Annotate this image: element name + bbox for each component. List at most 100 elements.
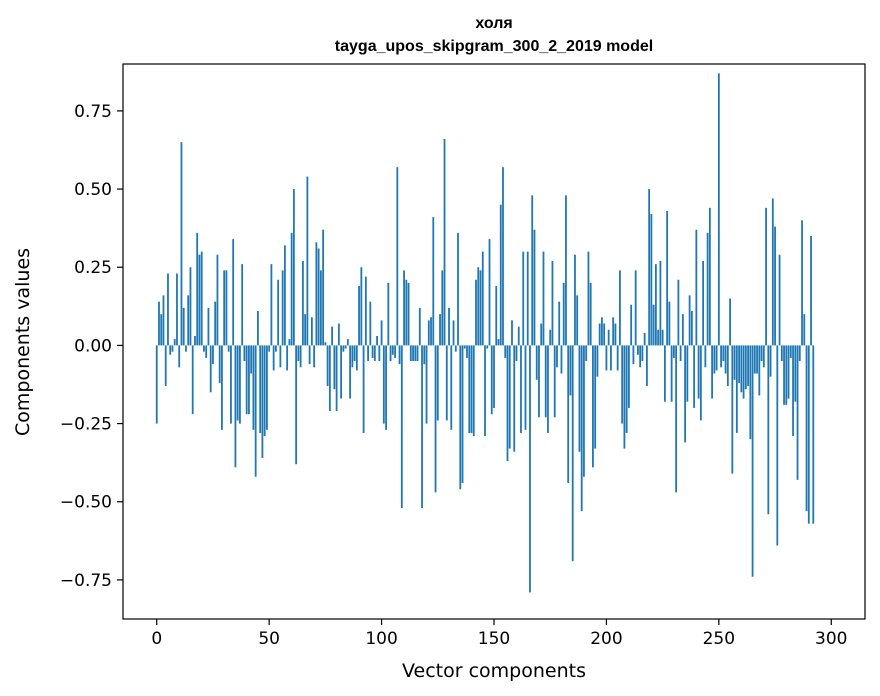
bar: [335, 345, 338, 412]
bar: [362, 345, 365, 433]
bar: [169, 345, 172, 355]
bar: [517, 326, 520, 346]
bar: [187, 295, 190, 346]
bar: [457, 232, 459, 346]
bar: [405, 279, 408, 346]
bar: [407, 282, 410, 346]
bar: [313, 345, 316, 368]
bar: [652, 304, 655, 346]
bar: [310, 317, 313, 346]
bar: [706, 232, 709, 346]
bar: [304, 314, 307, 346]
bar: [547, 345, 549, 433]
bar: [387, 282, 390, 346]
bar: [589, 282, 592, 346]
bar: [308, 345, 311, 365]
bar: [605, 345, 608, 371]
bar: [565, 195, 567, 346]
bar: [360, 267, 363, 346]
x-tick-label: 100: [365, 629, 397, 649]
bar: [628, 345, 630, 408]
bar: [319, 270, 322, 346]
bar: [601, 317, 603, 346]
bar: [346, 339, 349, 346]
y-tick-label: 0.75: [74, 102, 112, 122]
bar: [556, 345, 558, 368]
bar: [560, 345, 563, 374]
bar: [758, 345, 761, 396]
bar: [328, 345, 331, 412]
bar: [317, 248, 320, 346]
bar: [344, 345, 347, 349]
bar: [290, 232, 293, 346]
bar: [632, 345, 635, 365]
bar: [621, 345, 624, 424]
bar: [200, 251, 203, 346]
bar: [173, 339, 176, 346]
bar: [263, 345, 266, 437]
bar: [603, 323, 606, 346]
bar: [587, 251, 590, 346]
bar: [430, 317, 432, 346]
x-tick-label: 0: [151, 629, 162, 649]
bar: [686, 345, 689, 402]
bar: [551, 260, 554, 346]
bar: [389, 345, 392, 362]
bar: [520, 345, 522, 433]
bar: [315, 242, 318, 346]
bar: [625, 345, 628, 433]
bar: [776, 345, 779, 546]
bar: [553, 345, 556, 418]
bar: [760, 345, 763, 362]
bar: [351, 345, 354, 368]
bar: [470, 345, 473, 433]
bar: [171, 345, 174, 352]
bar: [571, 345, 574, 562]
bar: [526, 251, 529, 346]
bar: [515, 345, 518, 362]
bar: [594, 345, 597, 449]
bar: [194, 336, 196, 346]
x-axis-ticks: 0 50 100 150 200 250 300: [151, 619, 847, 649]
bar: [270, 264, 273, 346]
bar: [403, 270, 405, 346]
bar: [650, 214, 653, 346]
bar: [306, 176, 309, 346]
bar: [421, 345, 423, 508]
bar: [801, 220, 803, 346]
bar: [762, 345, 765, 368]
bar: [497, 339, 500, 346]
x-tick-label: 300: [815, 629, 847, 649]
bar: [747, 345, 749, 387]
bar: [353, 345, 356, 362]
bar: [702, 260, 705, 346]
bar: [326, 345, 329, 387]
bar: [160, 314, 163, 346]
y-tick-label: −0.25: [60, 415, 112, 435]
bar: [394, 345, 396, 358]
bar: [297, 345, 300, 362]
bar: [805, 345, 808, 512]
bar: [155, 345, 158, 424]
bar: [216, 254, 219, 346]
bar: [205, 345, 208, 358]
bar: [670, 345, 673, 402]
bar: [481, 251, 484, 346]
bar: [778, 254, 781, 346]
bar: [688, 295, 691, 346]
bar: [612, 317, 615, 346]
bar: [378, 345, 381, 362]
y-tick-label: 0.00: [74, 336, 112, 356]
bar: [726, 345, 729, 387]
bar: [679, 345, 682, 362]
bar: [787, 345, 790, 399]
bar: [648, 189, 651, 346]
bar: [708, 207, 711, 346]
bar: [765, 207, 767, 346]
bar: [798, 345, 801, 362]
bar: [342, 345, 345, 352]
bar: [189, 267, 192, 346]
bar: [792, 345, 794, 437]
bar: [717, 73, 720, 346]
bar: [243, 345, 246, 362]
